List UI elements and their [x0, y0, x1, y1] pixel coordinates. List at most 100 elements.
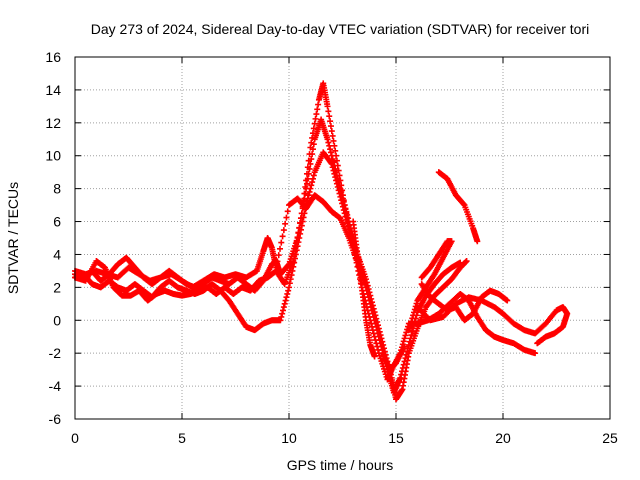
- x-tick-label: 0: [71, 430, 79, 446]
- data-point: [460, 201, 467, 208]
- data-point: [400, 338, 407, 345]
- data-point: [280, 227, 287, 234]
- data-point: [325, 108, 332, 115]
- data-point: [282, 220, 289, 227]
- data-point: [368, 304, 375, 311]
- y-tick-label: -2: [49, 345, 62, 361]
- data-point: [327, 146, 334, 153]
- data-point: [372, 320, 379, 327]
- data-point: [305, 157, 312, 164]
- data-point: [303, 177, 310, 184]
- data-point: [409, 315, 416, 322]
- data-point: [377, 340, 384, 347]
- x-tick-label: 10: [281, 430, 297, 446]
- data-point: [303, 170, 310, 177]
- data-point: [274, 258, 281, 265]
- data-point: [275, 252, 282, 259]
- data-point: [324, 103, 331, 110]
- x-tick-label: 15: [388, 430, 404, 446]
- data-point: [327, 159, 334, 166]
- axis-ticks: 0 5 10 15 20 25 -6 -4 -2 0 2 4 6 8 10 12 14 16: [45, 49, 618, 446]
- data-point: [283, 214, 290, 221]
- y-axis-title: SDTVAR / TECUs: [5, 182, 21, 294]
- data-point: [297, 219, 304, 226]
- data-point: [504, 297, 511, 304]
- data-point: [532, 350, 539, 357]
- data-point: [367, 300, 374, 307]
- data-point: [328, 160, 335, 167]
- data-point: [277, 245, 284, 252]
- data-point: [286, 280, 293, 287]
- data-point: [410, 312, 417, 319]
- x-tick-label: 25: [602, 430, 618, 446]
- data-point: [296, 224, 303, 231]
- x-tick-label: 20: [495, 430, 511, 446]
- data-point: [371, 317, 378, 324]
- data-point: [310, 125, 317, 132]
- data-point: [330, 137, 337, 144]
- data-point: [343, 210, 350, 217]
- data-point: [284, 208, 291, 215]
- data-point: [281, 300, 288, 307]
- data-point: [370, 313, 377, 320]
- data-point: [293, 238, 300, 245]
- data-point: [328, 128, 335, 135]
- data-point: [309, 134, 316, 141]
- data-point: [290, 258, 297, 265]
- data-point: [303, 180, 310, 187]
- data-point: [307, 185, 314, 192]
- data-point: [283, 294, 290, 301]
- data-point: [371, 353, 378, 360]
- data-point: [326, 142, 333, 149]
- data-point: [312, 115, 319, 122]
- y-tick-label: 2: [53, 279, 61, 295]
- data-point: [335, 167, 342, 174]
- data-point: [342, 206, 349, 213]
- data-point: [376, 337, 383, 344]
- data-point: [311, 120, 318, 127]
- x-axis-title: GPS time / hours: [287, 457, 394, 473]
- data-marks: [72, 80, 571, 403]
- data-point: [366, 297, 373, 304]
- data-point: [334, 183, 341, 190]
- data-point: [474, 238, 481, 245]
- series-4: [350, 218, 378, 360]
- data-point: [374, 327, 381, 334]
- data-point: [413, 300, 420, 307]
- data-point: [329, 164, 336, 171]
- data-point: [375, 333, 382, 340]
- data-point: [306, 151, 313, 158]
- data-point: [534, 340, 541, 347]
- series-8: [405, 238, 455, 334]
- data-point: [326, 113, 333, 120]
- y-tick-label: 10: [45, 148, 61, 164]
- data-point: [341, 202, 348, 209]
- data-point: [333, 157, 340, 164]
- data-point: [345, 218, 352, 225]
- series-0: [72, 116, 464, 396]
- data-point: [295, 229, 302, 236]
- data-point: [375, 330, 382, 337]
- data-point: [279, 233, 286, 240]
- data-point: [284, 290, 291, 297]
- data-point: [338, 182, 345, 189]
- data-point: [308, 139, 315, 146]
- data-point: [336, 190, 343, 197]
- data-point: [280, 307, 287, 314]
- y-tick-label: -4: [49, 378, 62, 394]
- y-tick-label: 12: [45, 115, 61, 131]
- data-point: [337, 177, 344, 184]
- data-point: [314, 106, 321, 113]
- data-point: [401, 335, 408, 342]
- y-tick-label: 0: [53, 312, 61, 328]
- data-point: [324, 136, 331, 143]
- data-point: [332, 174, 339, 181]
- data-point: [340, 197, 347, 204]
- data-point: [344, 214, 351, 221]
- data-point: [333, 180, 340, 187]
- grid-lines: [75, 57, 610, 419]
- data-point: [273, 264, 280, 271]
- chart-title: Day 273 of 2024, Sidereal Day-to-day VTE…: [91, 21, 590, 37]
- data-point: [332, 147, 339, 154]
